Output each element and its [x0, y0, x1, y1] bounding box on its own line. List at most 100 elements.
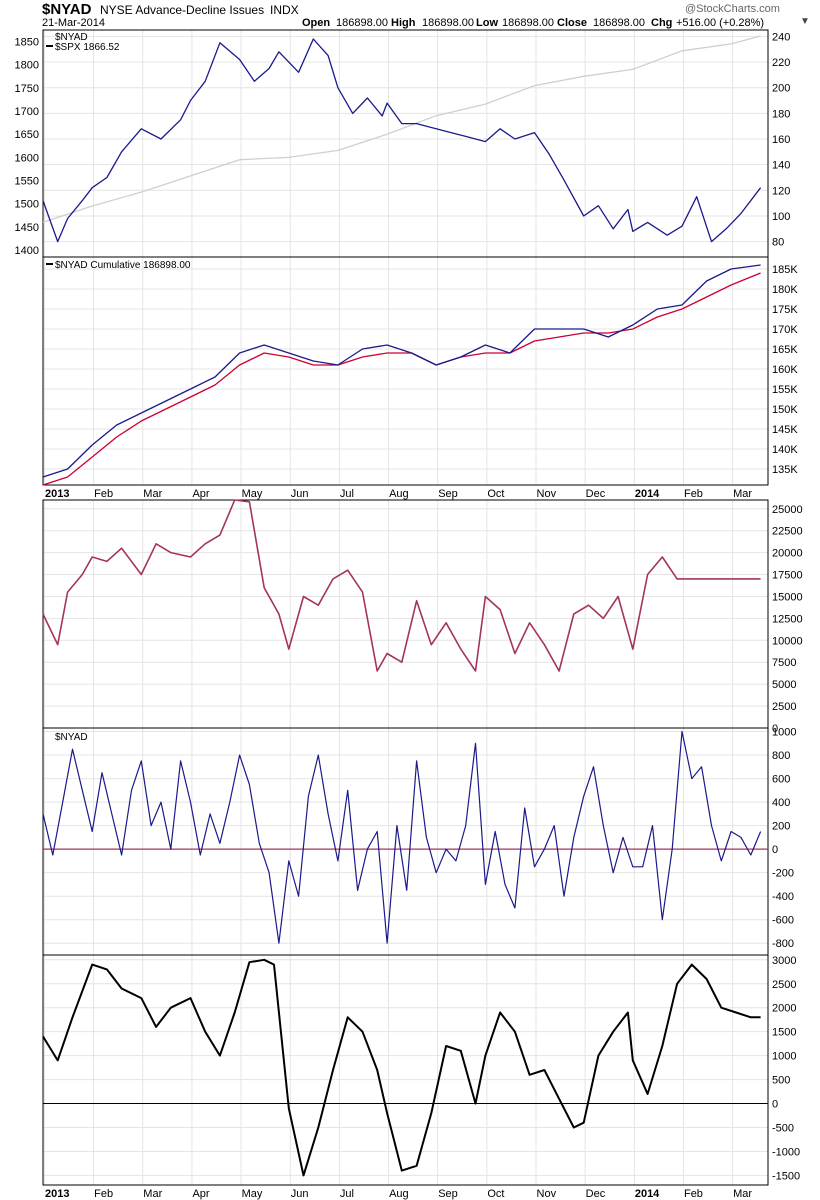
y-tick-label-left: 1700 — [15, 106, 39, 118]
legend-label: $NYAD — [55, 732, 88, 743]
y-tick-label-right: 20000 — [772, 548, 803, 560]
y-tick-label-right: 1000 — [772, 727, 796, 739]
y-tick-label-left: 1400 — [15, 245, 39, 257]
spx-line — [42, 35, 761, 223]
low-label: Low — [476, 17, 498, 29]
y-tick-label-right: 150K — [772, 404, 798, 416]
high-value: 186898.00 — [422, 17, 474, 29]
legend-label: $SPX 1866.52 — [55, 42, 120, 53]
low-value: 186898.00 — [502, 17, 554, 29]
oscillator-line — [42, 499, 761, 672]
y-tick-label-right: -600 — [772, 915, 794, 927]
x-tick-label: Oct — [487, 488, 504, 500]
y-tick-label-left: 1650 — [15, 129, 39, 141]
chart-header: $NYAD NYSE Advance-Decline Issues INDX @… — [0, 0, 820, 30]
y-tick-label-right: -200 — [772, 868, 794, 880]
x-tick-label: May — [242, 1188, 263, 1200]
y-tick-label-right: 140K — [772, 444, 798, 456]
watermark: @StockCharts.com — [685, 3, 780, 15]
chg-value: +516.00 (+0.28%) — [676, 17, 765, 29]
y-tick-label-right: 160K — [772, 364, 798, 376]
y-tick-label-right: -500 — [772, 1123, 794, 1135]
x-tick-label: Mar — [733, 1188, 752, 1200]
x-tick-label: Dec — [586, 1188, 606, 1200]
y-tick-label-right: -1500 — [772, 1170, 800, 1182]
x-tick-label: Aug — [389, 1188, 409, 1200]
x-tick-label: Feb — [94, 1188, 113, 1200]
x-tick-label: Sep — [438, 1188, 458, 1200]
y-tick-label-right: 25000 — [772, 504, 803, 516]
y-tick-label-right: 100 — [772, 211, 790, 223]
y-tick-label-right: 80 — [772, 237, 784, 249]
y-tick-label-right: 0 — [772, 1099, 778, 1111]
y-tick-label-right: 170K — [772, 324, 798, 336]
y-tick-label-right: 22500 — [772, 526, 803, 538]
y-tick-label-right: 17500 — [772, 570, 803, 582]
y-tick-label-right: 155K — [772, 384, 798, 396]
y-tick-label-right: 185K — [772, 264, 798, 276]
y-tick-label-right: 500 — [772, 1075, 790, 1087]
panel-frame — [42, 29, 769, 258]
chg-label: Chg — [651, 17, 673, 29]
open-label: Open — [302, 17, 331, 29]
chart-date: 21-Mar-2014 — [42, 17, 105, 29]
x-tick-label: Jul — [340, 488, 354, 500]
x-tick-label: 2014 — [635, 1188, 660, 1200]
y-tick-label-right: 0 — [772, 723, 778, 735]
y-tick-label-right: 180 — [772, 108, 790, 120]
x-tick-label: Jun — [291, 488, 309, 500]
y-tick-label-right: 240 — [772, 31, 790, 43]
y-tick-label-right: -1000 — [772, 1146, 800, 1158]
x-tick-label: Nov — [537, 488, 557, 500]
y-tick-label-right: 0 — [772, 844, 778, 856]
close-value: 186898.00 — [593, 17, 645, 29]
y-tick-label-right: 175K — [772, 304, 798, 316]
close-label: Close — [557, 17, 587, 29]
x-tick-label: Apr — [192, 488, 209, 500]
nyad-line — [42, 38, 762, 243]
y-tick-label-right: 135K — [772, 464, 798, 476]
y-tick-label-right: 200 — [772, 83, 790, 95]
y-tick-label-right: 600 — [772, 774, 790, 786]
panel-frame — [42, 256, 769, 486]
y-tick-label-right: -800 — [772, 938, 794, 950]
x-tick-label: Sep — [438, 488, 458, 500]
panel-frame — [42, 954, 769, 1186]
daily-nyad-line — [42, 730, 762, 944]
x-tick-label: Mar — [143, 1188, 162, 1200]
panel-frame — [42, 499, 769, 729]
x-tick-label: 2014 — [635, 488, 660, 500]
y-tick-label-right: 180K — [772, 284, 798, 296]
y-tick-label-right: 1000 — [772, 1051, 796, 1063]
exchange-label: INDX — [270, 3, 299, 17]
symbol-title: $NYAD — [42, 1, 92, 18]
x-tick-label: Dec — [586, 488, 606, 500]
x-tick-label: 2013 — [45, 488, 69, 500]
y-tick-label-left: 1600 — [15, 152, 39, 164]
y-tick-label-right: 2500 — [772, 979, 796, 991]
y-tick-label-right: 200 — [772, 821, 790, 833]
y-tick-label-left: 1500 — [15, 199, 39, 211]
y-tick-label-right: 15000 — [772, 591, 803, 603]
x-tick-label: Feb — [684, 488, 703, 500]
security-name: NYSE Advance-Decline Issues — [100, 3, 265, 17]
high-label: High — [391, 17, 416, 29]
y-tick-label-right: 120 — [772, 185, 790, 197]
y-tick-label-right: 160 — [772, 134, 790, 146]
y-tick-label-right: 165K — [772, 344, 798, 356]
y-tick-label-right: 400 — [772, 797, 790, 809]
dropdown-icon[interactable]: ▼ — [800, 16, 810, 27]
y-tick-label-right: 3000 — [772, 955, 796, 967]
panel-frame — [42, 727, 769, 956]
x-tick-label: Aug — [389, 488, 409, 500]
x-tick-label: Mar — [733, 488, 752, 500]
x-tick-label: Feb — [94, 488, 113, 500]
moving-average-line — [42, 272, 761, 486]
x-tick-label: Jul — [340, 1188, 354, 1200]
y-tick-label-right: 140 — [772, 160, 790, 172]
x-tick-label: May — [242, 488, 263, 500]
y-tick-label-right: -400 — [772, 891, 794, 903]
y-tick-label-right: 7500 — [772, 657, 796, 669]
y-tick-label-right: 220 — [772, 57, 790, 69]
